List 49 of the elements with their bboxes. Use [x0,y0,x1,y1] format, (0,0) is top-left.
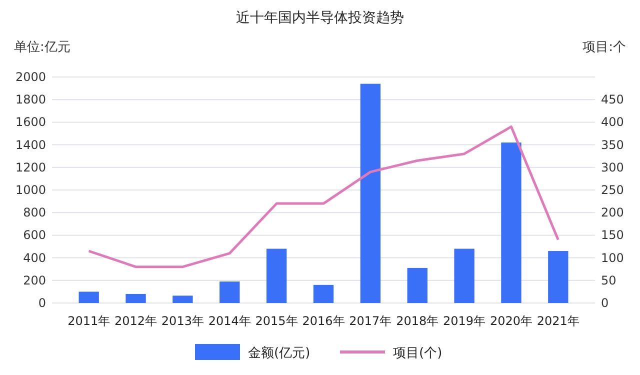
x-tick-label: 2016年 [302,314,345,328]
x-tick-label: 2014年 [208,314,251,328]
y-tick-label: 1200 [15,160,46,174]
legend-label: 项目(个) [393,346,442,361]
x-tick-label: 2018年 [396,314,439,328]
x-tick-label: 2020年 [490,314,532,328]
line-series [88,125,560,268]
x-tick-label: 2012年 [114,314,158,328]
y-axis-title: 单位:亿元 [14,40,70,55]
x-tick-label: 2019年 [443,314,486,328]
x-tick-label: 2011年 [68,314,110,328]
chart-title: 近十年国内半导体投资趋势 [236,10,404,26]
y-tick-label: 1600 [15,115,46,130]
y-tick-label: 400 [23,250,46,265]
y2-axis-title: 项目:个 [582,40,626,55]
x-tick-label: 2013年 [161,314,204,328]
bar [78,292,99,303]
bar [501,142,522,303]
y-tick-label: 1800 [15,92,46,107]
bar [126,294,146,303]
legend-label: 金额(亿元) [248,346,310,361]
y2-tick-label: 200 [601,206,624,220]
y2-tick-label: 350 [601,138,624,152]
bar [220,282,240,303]
y2-tick-label: 50 [601,273,616,288]
y-tick-label: 2000 [15,70,46,84]
y2-tick-label: 0 [601,296,609,310]
y-tick-label: 1400 [15,138,46,152]
y-tick-label: 200 [23,273,46,288]
y-tick-label: 1000 [15,183,46,197]
y2-tick-label: 300 [601,160,624,174]
bar [407,268,428,303]
bar [454,248,474,303]
y2-tick-label: 250 [601,183,624,197]
x-tick-label: 2015年 [255,314,298,328]
y-tick-label: 800 [23,206,46,220]
bar [360,84,381,303]
x-tick-label: 2017年 [349,314,392,328]
bar [313,284,334,303]
y2-tick-label: 100 [601,250,624,265]
x-tick-label: 2021年 [536,314,580,328]
bar [266,248,287,303]
y-tick-label: 600 [23,228,46,242]
y2-tick-label: 400 [601,115,624,130]
bar [548,251,568,303]
bar [172,296,193,303]
y2-tick-label: 150 [601,228,624,242]
y2-tick-label: 450 [601,92,624,107]
y-tick-label: 0 [38,296,46,310]
